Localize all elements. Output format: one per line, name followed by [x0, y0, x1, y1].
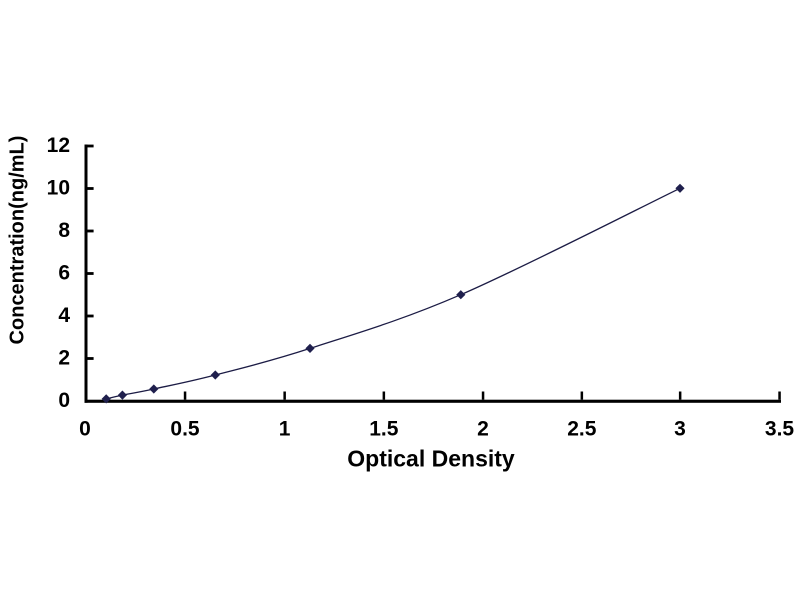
svg-text:4: 4 — [58, 304, 70, 327]
svg-text:Optical Density: Optical Density — [347, 446, 515, 472]
svg-text:2.5: 2.5 — [567, 418, 597, 441]
svg-text:0: 0 — [58, 389, 70, 412]
svg-text:0: 0 — [79, 418, 91, 441]
svg-text:1: 1 — [279, 418, 291, 441]
svg-text:2: 2 — [58, 347, 70, 370]
svg-text:6: 6 — [58, 262, 70, 285]
svg-text:12: 12 — [47, 134, 70, 157]
svg-text:Concentration(ng/mL): Concentration(ng/mL) — [7, 136, 29, 345]
svg-text:3: 3 — [674, 418, 686, 441]
svg-text:10: 10 — [47, 177, 70, 200]
svg-text:0.5: 0.5 — [170, 418, 200, 441]
svg-text:8: 8 — [58, 219, 70, 242]
svg-text:1.5: 1.5 — [369, 418, 399, 441]
svg-text:2: 2 — [477, 418, 489, 441]
svg-text:3.5: 3.5 — [765, 418, 795, 441]
